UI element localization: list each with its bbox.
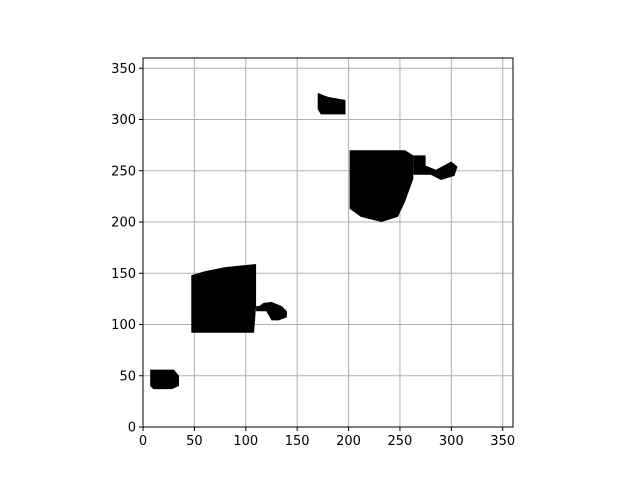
y-tick-label: 0 (128, 421, 136, 436)
x-tick-label: 100 (233, 434, 258, 449)
y-tick-label: 250 (111, 164, 136, 179)
y-tick-label: 100 (111, 318, 136, 333)
axis-ticks: 0 50 100 150 200 250 300 350 0 50 100 150 200 250 300 3… (111, 62, 515, 449)
shape-top-small (317, 92, 346, 115)
shape-large-right-block (349, 150, 414, 222)
y-tick-label: 50 (119, 369, 136, 384)
x-tick-label: 50 (186, 434, 203, 449)
y-tick-label: 300 (111, 113, 136, 128)
x-tick-label: 300 (439, 434, 464, 449)
x-tick-label: 200 (336, 434, 361, 449)
axes-frame (142, 57, 514, 428)
y-tick-label: 350 (111, 62, 136, 77)
y-tick-label: 200 (111, 216, 136, 231)
shape-left-attachment (256, 301, 287, 321)
y-tick-label: 150 (111, 267, 136, 282)
x-tick-label: 350 (490, 434, 515, 449)
shape-small-bottom-left (150, 369, 179, 390)
shape-right-attachment (413, 155, 458, 180)
x-tick-label: 150 (285, 434, 310, 449)
shape-large-left-block (191, 264, 257, 333)
data-shapes (150, 92, 458, 390)
x-tick-label: 250 (388, 434, 413, 449)
x-tick-label: 0 (139, 434, 147, 449)
